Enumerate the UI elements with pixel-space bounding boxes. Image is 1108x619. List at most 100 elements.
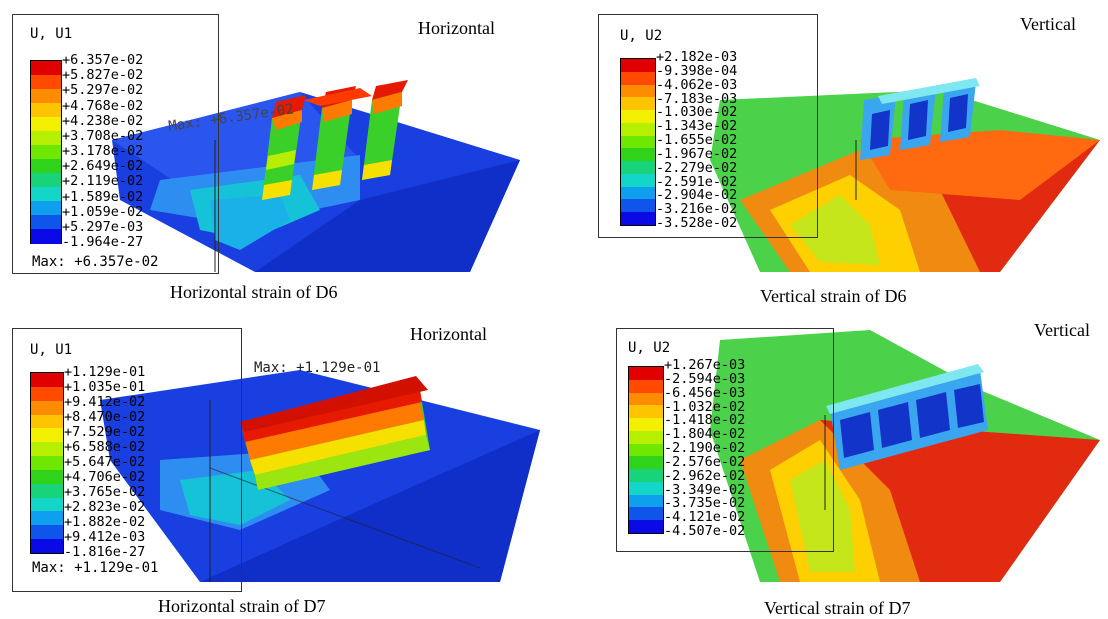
legend-swatch bbox=[621, 84, 655, 98]
legend-swatch bbox=[31, 469, 63, 485]
panel-vertical-d7: Vertical U, U2 +1.267e-03 -2.594e-03 -6.45… bbox=[560, 310, 1108, 618]
legend-value-label: +4.238e-02 bbox=[62, 112, 144, 129]
legend-swatch bbox=[31, 103, 61, 118]
legend-swatch bbox=[31, 386, 63, 402]
legend-swatch bbox=[31, 483, 63, 499]
legend-swatch bbox=[621, 135, 655, 149]
legend-swatch bbox=[629, 430, 663, 445]
panel-caption: Horizontal strain of D7 bbox=[158, 596, 326, 616]
legend-value-label: -3.216e-02 bbox=[656, 201, 738, 218]
legend-swatch bbox=[629, 494, 663, 508]
contour-legend bbox=[12, 328, 242, 592]
legend-value-label: +1.129e-01 bbox=[64, 364, 146, 380]
panel-caption: Horizontal strain of D6 bbox=[170, 282, 338, 302]
legend-swatch bbox=[31, 201, 61, 216]
contour-legend bbox=[598, 14, 818, 238]
legend-value-label: +1.059e-02 bbox=[62, 203, 144, 220]
legend-swatch bbox=[629, 443, 663, 457]
legend-swatch bbox=[621, 199, 655, 213]
legend-value-label: +9.412e-02 bbox=[64, 394, 146, 410]
legend-swatch bbox=[31, 414, 63, 429]
legend-swatch bbox=[31, 442, 63, 457]
legend-value-label: -1.967e-02 bbox=[656, 145, 738, 162]
legend-value-label: +4.768e-02 bbox=[62, 97, 144, 114]
legend-value-label: -4.507e-02 bbox=[664, 523, 746, 539]
legend-swatch bbox=[31, 539, 63, 554]
legend-title: U, U1 bbox=[30, 342, 73, 358]
legend-value-label: -9.398e-04 bbox=[656, 62, 738, 79]
panel-vertical-d6: Vertical U, U2 +2.182e-03 -9.398e-04 -4.06… bbox=[560, 0, 1108, 310]
legend-swatch bbox=[629, 405, 663, 419]
legend-value-label: +1.035e-01 bbox=[64, 379, 146, 395]
legend-swatch bbox=[629, 507, 663, 521]
legend-swatch bbox=[31, 497, 63, 512]
legend-value-label: +1.882e-02 bbox=[64, 514, 146, 530]
legend-swatch bbox=[31, 131, 61, 146]
panel-corner-title: Horizontal bbox=[418, 18, 495, 38]
legend-swatch bbox=[621, 71, 655, 86]
legend-value-label: +5.297e-02 bbox=[62, 82, 144, 99]
legend-value-label: -1.343e-02 bbox=[656, 118, 738, 135]
legend-swatch bbox=[629, 392, 663, 406]
legend-value-label: +2.182e-03 bbox=[656, 49, 738, 65]
legend-value-label: +3.765e-02 bbox=[64, 484, 146, 500]
legend-title: U, U2 bbox=[620, 28, 663, 44]
model-render bbox=[710, 330, 1100, 582]
legend-swatch bbox=[629, 456, 663, 470]
legend-swatch bbox=[621, 212, 655, 226]
legend-swatch bbox=[31, 187, 61, 202]
legend-swatch bbox=[31, 229, 61, 244]
legend-value-label: -1.418e-02 bbox=[664, 412, 746, 429]
legend-value-label: +1.267e-03 bbox=[664, 357, 746, 373]
legend-swatch bbox=[31, 117, 61, 132]
panel-corner-title: Horizontal bbox=[410, 324, 487, 344]
legend-swatch bbox=[621, 110, 655, 124]
legend-title: U, U1 bbox=[30, 26, 73, 42]
legend-color-bar bbox=[620, 58, 656, 226]
legend-value-label: +5.647e-02 bbox=[64, 454, 146, 470]
panel-horizontal-d6: Max: +6.357e-02 Horizontal U, U1 +6.357e… bbox=[0, 0, 540, 310]
legend-swatch bbox=[31, 61, 61, 76]
legend-value-label: +8.470e-02 bbox=[64, 409, 146, 425]
legend-value-label: -3.528e-02 bbox=[656, 215, 738, 231]
legend-swatch bbox=[31, 400, 63, 416]
legend-swatch bbox=[31, 173, 61, 188]
legend-value-label: -4.062e-03 bbox=[656, 76, 738, 93]
legend-swatch bbox=[31, 428, 63, 443]
legend-value-label: -2.904e-02 bbox=[656, 187, 738, 204]
model-render bbox=[710, 78, 1100, 272]
legend-swatch bbox=[31, 145, 61, 160]
legend-swatch bbox=[31, 456, 63, 471]
legend-value-label: -1.816e-27 bbox=[64, 544, 146, 560]
panel-caption: Vertical strain of D6 bbox=[760, 286, 907, 306]
legend-value-label: -2.594e-03 bbox=[664, 370, 746, 387]
legend-swatch bbox=[621, 161, 655, 175]
legend-value-label: -6.456e-03 bbox=[664, 384, 746, 401]
legend-value-label: +2.649e-02 bbox=[62, 158, 144, 175]
legend-swatch bbox=[629, 367, 663, 381]
panel-horizontal-d7: Max: +1.129e-01 Horizontal U, U1 +1.129e… bbox=[0, 310, 540, 616]
legend-swatch bbox=[621, 97, 655, 111]
legend-value-label: +1.589e-02 bbox=[62, 188, 144, 205]
legend-value-label: +4.706e-02 bbox=[64, 469, 146, 485]
panel-corner-title: Vertical bbox=[1020, 14, 1076, 34]
legend-swatch bbox=[621, 173, 655, 188]
legend-value-label: -1.964e-27 bbox=[62, 234, 144, 250]
legend-value-label: -3.735e-02 bbox=[664, 495, 746, 512]
legend-swatch bbox=[629, 469, 663, 483]
legend-swatch bbox=[31, 373, 63, 388]
legend-swatch bbox=[31, 525, 63, 540]
legend-swatch bbox=[31, 511, 63, 526]
legend-value-label: +5.297e-03 bbox=[62, 218, 144, 235]
legend-value-label: -2.591e-02 bbox=[656, 173, 738, 190]
legend-swatch bbox=[629, 520, 663, 534]
contour-legend bbox=[616, 328, 834, 552]
model-render bbox=[100, 370, 540, 582]
legend-color-bar bbox=[628, 366, 664, 534]
legend-swatch bbox=[621, 186, 655, 200]
legend-value-label: -1.804e-02 bbox=[664, 426, 746, 443]
legend-color-bar bbox=[30, 60, 62, 244]
legend-swatch bbox=[629, 481, 663, 496]
legend-swatch bbox=[629, 418, 663, 432]
contour-legend bbox=[12, 14, 219, 274]
